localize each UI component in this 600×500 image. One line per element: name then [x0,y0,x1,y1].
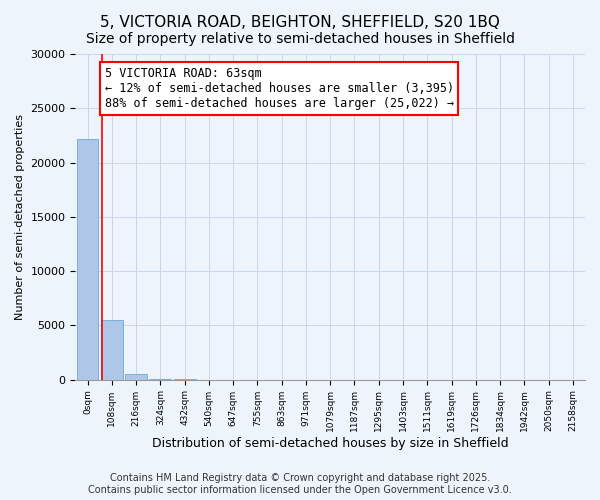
Text: Contains HM Land Registry data © Crown copyright and database right 2025.
Contai: Contains HM Land Registry data © Crown c… [88,474,512,495]
Bar [149,378,171,380]
Bar [77,138,98,380]
Text: 5 VICTORIA ROAD: 63sqm
← 12% of semi-detached houses are smaller (3,395)
88% of : 5 VICTORIA ROAD: 63sqm ← 12% of semi-det… [104,67,454,110]
Text: Size of property relative to semi-detached houses in Sheffield: Size of property relative to semi-detach… [86,32,515,46]
Bar [101,320,123,380]
Text: 5, VICTORIA ROAD, BEIGHTON, SHEFFIELD, S20 1BQ: 5, VICTORIA ROAD, BEIGHTON, SHEFFIELD, S… [100,15,500,30]
X-axis label: Distribution of semi-detached houses by size in Sheffield: Distribution of semi-detached houses by … [152,437,509,450]
Y-axis label: Number of semi-detached properties: Number of semi-detached properties [15,114,25,320]
Bar [125,374,147,380]
